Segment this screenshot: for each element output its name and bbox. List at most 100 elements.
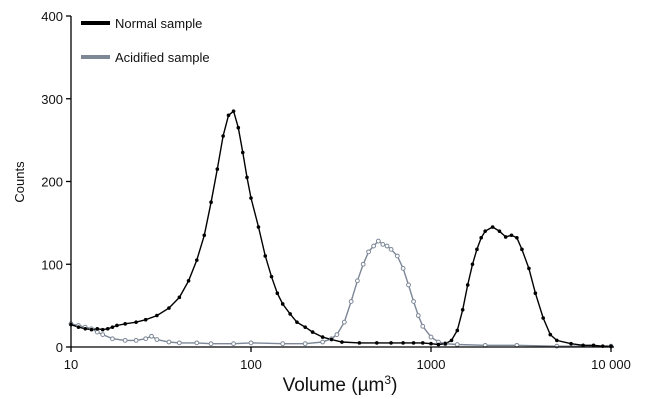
data-point xyxy=(354,278,360,284)
data-point xyxy=(166,339,172,345)
data-point xyxy=(269,274,274,279)
data-point xyxy=(436,342,441,347)
data-point xyxy=(115,323,119,328)
data-point xyxy=(155,313,159,318)
data-point xyxy=(263,254,268,258)
data-point xyxy=(520,247,524,252)
data-point xyxy=(515,235,519,240)
data-point xyxy=(401,341,405,345)
data-point xyxy=(380,241,386,247)
data-point xyxy=(89,327,94,332)
data-point xyxy=(341,319,347,325)
data-point xyxy=(371,243,377,249)
x-axis-title-main: Volume (µm xyxy=(283,375,385,396)
data-point xyxy=(226,113,231,118)
y-tick-label: 200 xyxy=(41,175,63,190)
data-point xyxy=(208,341,214,347)
data-point xyxy=(221,134,225,138)
x-tick-label: 10 xyxy=(64,357,78,372)
series-points-acidified-sample xyxy=(68,238,614,349)
y-tick-label: 0 xyxy=(56,340,63,355)
data-point xyxy=(303,325,307,329)
x-axis-title-superscript: 3 xyxy=(384,373,391,387)
data-point xyxy=(133,337,139,343)
x-axis-title-close: ) xyxy=(391,375,397,396)
data-point xyxy=(455,328,460,333)
data-point xyxy=(320,339,326,345)
data-point xyxy=(154,337,160,342)
data-point xyxy=(454,342,460,347)
data-point xyxy=(248,340,254,346)
data-point xyxy=(123,322,127,326)
data-point xyxy=(143,317,148,322)
data-point xyxy=(357,341,362,345)
data-point xyxy=(366,249,371,255)
data-point xyxy=(388,246,394,252)
data-point xyxy=(389,341,393,345)
series-line-normal-sample xyxy=(70,109,611,347)
data-point xyxy=(334,332,340,337)
data-point xyxy=(509,233,514,238)
y-tick-label: 400 xyxy=(41,9,63,24)
data-point xyxy=(360,261,366,267)
legend-item-normal-sample: Normal sample xyxy=(81,16,202,31)
data-point xyxy=(375,341,379,345)
data-point xyxy=(479,235,483,240)
data-point xyxy=(100,332,106,337)
data-point xyxy=(275,291,280,296)
data-point xyxy=(122,337,128,343)
data-point xyxy=(348,299,354,304)
data-point xyxy=(475,247,479,252)
y-ticks: 0 100 200 300 400 xyxy=(41,9,71,355)
data-point xyxy=(449,338,454,343)
data-point xyxy=(497,229,502,233)
series-points-normal-sample xyxy=(69,109,613,348)
data-point xyxy=(470,262,475,267)
legend: Normal sample Acidified sample xyxy=(81,16,210,65)
data-point xyxy=(134,320,138,324)
data-point xyxy=(167,306,171,310)
data-point xyxy=(231,109,236,113)
data-point xyxy=(581,343,585,348)
data-point xyxy=(256,225,261,229)
x-tick-label: 10 000 xyxy=(591,357,631,372)
data-point xyxy=(95,326,100,331)
series-line-acidified-sample xyxy=(70,240,611,347)
data-point xyxy=(420,341,425,345)
x-ticks: 10 100 1000 10 000 xyxy=(64,347,631,372)
data-point xyxy=(176,340,182,346)
data-point xyxy=(384,243,390,249)
data-point xyxy=(195,258,199,262)
data-point xyxy=(143,336,149,342)
data-point xyxy=(149,333,154,339)
data-point xyxy=(394,253,400,259)
data-point xyxy=(569,341,573,346)
axes xyxy=(70,16,614,348)
data-point xyxy=(406,282,411,288)
data-point xyxy=(411,299,416,304)
data-point xyxy=(280,341,286,347)
data-point xyxy=(375,238,381,244)
data-point xyxy=(483,229,487,233)
data-point xyxy=(400,265,406,271)
series-lines xyxy=(70,109,611,347)
legend-item-acidified-sample: Acidified sample xyxy=(81,50,210,65)
data-point xyxy=(320,335,325,339)
data-point xyxy=(415,313,421,318)
data-point xyxy=(541,316,545,320)
data-point xyxy=(460,307,465,312)
data-point xyxy=(249,196,253,200)
x-axis-title: Volume (µm3) xyxy=(283,373,398,396)
data-point xyxy=(288,312,292,316)
data-point xyxy=(110,336,115,342)
data-point xyxy=(420,323,426,329)
data-point xyxy=(428,334,434,340)
data-point xyxy=(94,329,100,335)
data-point xyxy=(83,326,88,331)
data-point xyxy=(340,340,344,344)
data-point xyxy=(527,266,531,271)
data-point xyxy=(194,340,200,346)
data-point xyxy=(429,341,433,346)
data-point xyxy=(490,225,495,229)
